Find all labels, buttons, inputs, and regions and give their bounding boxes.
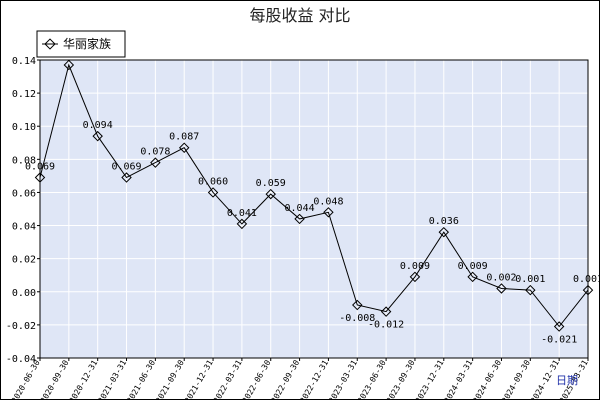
data-point-marker [294,213,305,225]
data-point-marker [178,142,190,153]
legend-label: 华丽家族 [63,36,111,51]
y-tick-label: -0.04 [6,354,36,365]
y-tick-label: -0.02 [6,321,36,332]
data-point-marker [352,299,363,311]
data-point-marker [265,188,276,200]
data-point-marker [582,284,594,296]
data-label: 0.009 [458,261,488,272]
data-label: -0.021 [541,335,577,346]
data-point-marker [438,226,450,238]
y-tick-label: 0.04 [12,222,36,233]
legend-marker-diamond-icon [44,38,56,50]
data-label: 0.069 [111,162,141,173]
data-label: 0.060 [198,176,228,187]
y-tick-label: 0.08 [12,155,36,166]
data-label: 0.002 [486,272,516,283]
data-point-marker [34,172,46,183]
data-label: 0.094 [83,120,113,131]
data-point-marker [92,130,103,142]
data-label: -0.008 [339,313,375,324]
y-tick-label: 0.06 [12,188,36,199]
data-point-marker [236,218,248,230]
x-axis-label: 日期 [556,374,578,387]
y-tick-label: 0.00 [12,288,36,299]
data-label: 0.048 [313,196,343,207]
data-label: 0.009 [400,261,430,272]
plot-area [40,60,588,358]
y-tick-label: 0.14 [12,56,36,67]
series-markers [34,59,594,332]
data-label: 0.044 [285,203,315,214]
data-label: 0.078 [140,147,170,158]
series-line [39,63,589,328]
y-tick-label: 0.02 [12,255,36,266]
plot-frame [39,59,589,359]
legend: 华丽家族 [36,30,126,58]
data-label: 0.001 [573,274,600,285]
data-point-marker [150,157,161,168]
data-point-marker [323,207,334,218]
y-axis-tick-labels: 0.14 0.12 0.10 0.08 0.06 0.04 0.02 0.00 -0.02 -0.… [6,56,36,365]
data-point-marker [496,283,507,294]
data-point-marker [380,306,392,317]
data-label: 0.059 [256,178,286,189]
y-tick-label: 0.10 [12,122,36,133]
data-label: 0.087 [169,132,199,143]
data-point-marker [525,284,536,296]
data-point-marker [63,59,75,71]
data-point-marker [121,172,132,183]
data-label: -0.012 [368,320,404,331]
data-label: 0.036 [429,216,459,227]
data-label: 0.001 [515,274,545,285]
data-point-marker [467,271,478,283]
data-point-marker [207,187,219,198]
data-point-marker [409,271,421,283]
data-label: 0.041 [227,208,257,219]
data-point-marker [553,321,565,332]
chart-title: 每股收益 对比 [249,6,350,25]
y-tick-label: 0.12 [12,89,36,100]
